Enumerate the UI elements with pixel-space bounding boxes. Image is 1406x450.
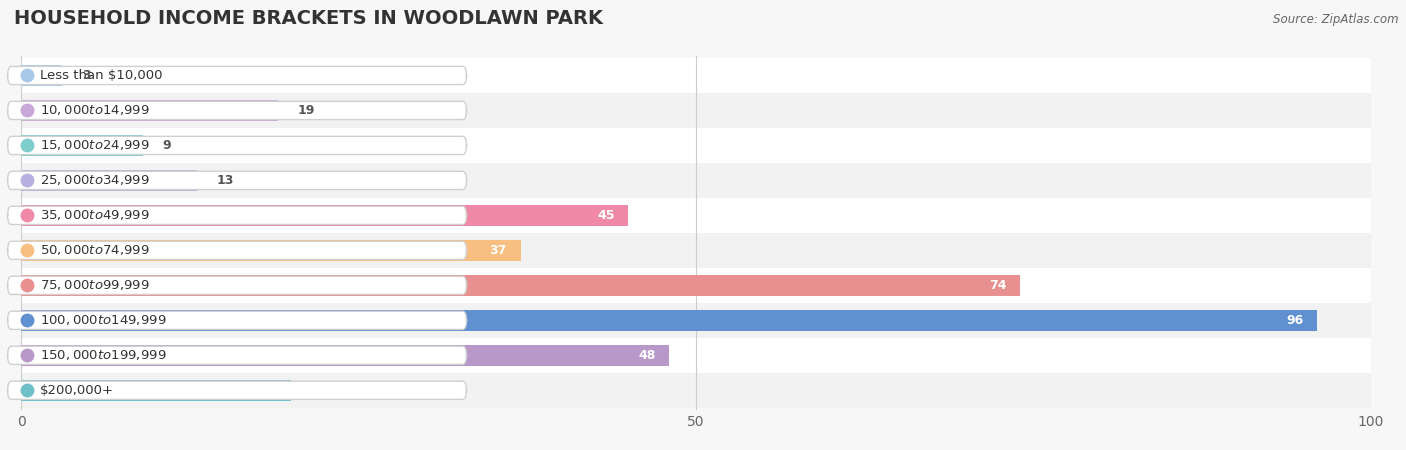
Text: 19: 19 — [298, 104, 315, 117]
FancyBboxPatch shape — [7, 206, 467, 225]
Bar — [21, 240, 520, 261]
FancyBboxPatch shape — [7, 381, 467, 399]
Text: Source: ZipAtlas.com: Source: ZipAtlas.com — [1274, 14, 1399, 27]
Bar — [21, 205, 628, 226]
Text: 48: 48 — [638, 349, 655, 362]
FancyBboxPatch shape — [7, 136, 467, 154]
Bar — [0, 373, 1371, 408]
Bar — [0, 268, 1371, 303]
Text: Less than $10,000: Less than $10,000 — [39, 69, 163, 82]
FancyBboxPatch shape — [7, 276, 467, 294]
Bar — [21, 275, 1019, 296]
Bar — [21, 345, 669, 366]
Text: 9: 9 — [163, 139, 172, 152]
Text: 45: 45 — [598, 209, 614, 222]
Bar — [0, 58, 1371, 93]
Bar — [21, 135, 142, 156]
FancyBboxPatch shape — [7, 311, 467, 329]
Bar — [21, 310, 1317, 331]
FancyBboxPatch shape — [7, 171, 467, 189]
Bar — [0, 338, 1371, 373]
Text: $75,000 to $99,999: $75,000 to $99,999 — [39, 279, 149, 292]
FancyBboxPatch shape — [7, 241, 467, 260]
Text: $100,000 to $149,999: $100,000 to $149,999 — [39, 313, 166, 327]
Bar — [0, 163, 1371, 198]
Bar — [0, 93, 1371, 128]
FancyBboxPatch shape — [7, 101, 467, 120]
Text: 96: 96 — [1286, 314, 1303, 327]
Bar — [21, 100, 277, 121]
Text: 13: 13 — [217, 174, 235, 187]
Text: $150,000 to $199,999: $150,000 to $199,999 — [39, 348, 166, 362]
Text: 74: 74 — [988, 279, 1007, 292]
Text: $50,000 to $74,999: $50,000 to $74,999 — [39, 243, 149, 257]
Bar — [21, 170, 197, 191]
Bar — [0, 198, 1371, 233]
Bar — [21, 65, 62, 86]
Text: 20: 20 — [260, 384, 277, 397]
Bar — [0, 303, 1371, 338]
Text: 37: 37 — [489, 244, 508, 257]
Text: HOUSEHOLD INCOME BRACKETS IN WOODLAWN PARK: HOUSEHOLD INCOME BRACKETS IN WOODLAWN PA… — [14, 9, 603, 28]
Text: $25,000 to $34,999: $25,000 to $34,999 — [39, 173, 149, 187]
Text: 3: 3 — [82, 69, 90, 82]
FancyBboxPatch shape — [7, 346, 467, 364]
Bar — [0, 128, 1371, 163]
Text: $10,000 to $14,999: $10,000 to $14,999 — [39, 104, 149, 117]
Bar — [0, 233, 1371, 268]
Text: $35,000 to $49,999: $35,000 to $49,999 — [39, 208, 149, 222]
Bar — [21, 380, 291, 401]
Text: $15,000 to $24,999: $15,000 to $24,999 — [39, 139, 149, 153]
FancyBboxPatch shape — [7, 67, 467, 85]
Text: $200,000+: $200,000+ — [39, 384, 114, 397]
